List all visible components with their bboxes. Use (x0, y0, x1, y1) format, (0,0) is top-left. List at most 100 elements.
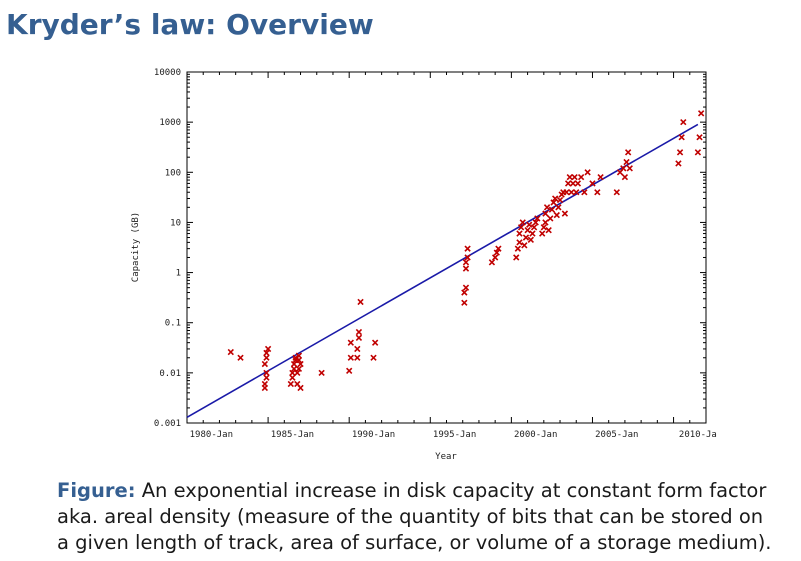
data-point (513, 254, 520, 261)
y-tick-label: 0.001 (154, 419, 181, 429)
data-point-stroke (569, 180, 577, 187)
x-tick-label: 1980-Jan (190, 430, 233, 440)
data-point-stroke (355, 328, 363, 336)
data-point-stroke (532, 219, 539, 226)
data-point-stroke (581, 189, 588, 196)
data-point-stroke (289, 374, 296, 381)
data-point-stroke (597, 173, 604, 181)
data-point-stroke (318, 369, 325, 377)
data-point (263, 369, 270, 377)
data-point (577, 173, 585, 181)
data-point (551, 195, 559, 202)
data-point (493, 249, 500, 256)
y-tick-label: 0.01 (159, 369, 181, 379)
data-point (539, 230, 546, 237)
data-point-stroke (556, 196, 564, 204)
data-point-stroke (563, 189, 570, 196)
data-point-stroke (542, 210, 549, 217)
x-tick-label: 2005-Jan (595, 430, 638, 440)
data-point (354, 345, 361, 353)
data-point (556, 196, 564, 204)
data-point (263, 354, 270, 361)
data-point-stroke (543, 204, 551, 211)
data-point-stroke (514, 245, 522, 252)
data-point-stroke (227, 348, 234, 356)
data-point-stroke (370, 354, 377, 361)
data-point-stroke (237, 354, 244, 361)
data-point-stroke (550, 199, 557, 206)
data-point-stroke (462, 265, 470, 272)
data-point-stroke (263, 369, 270, 377)
data-point (464, 245, 471, 252)
data-point-stroke (542, 219, 549, 226)
data-point-stroke (696, 134, 703, 141)
data-point (675, 160, 682, 167)
data-point-stroke (529, 230, 536, 237)
data-point (488, 259, 496, 266)
data-point-stroke (527, 236, 535, 243)
data-point-stroke (547, 215, 554, 222)
data-point (287, 380, 294, 388)
data-point-stroke (676, 149, 684, 156)
data-point (555, 204, 562, 211)
data-point (581, 189, 588, 196)
data-point (357, 298, 364, 306)
data-point (516, 239, 523, 246)
figure-caption: Figure: An exponential increase in disk … (57, 478, 797, 556)
data-point (568, 189, 575, 196)
data-point (553, 211, 560, 219)
data-point-stroke (461, 289, 468, 296)
data-point-stroke (462, 259, 470, 266)
data-point-stroke (577, 173, 585, 181)
data-point (462, 259, 470, 266)
data-point (694, 149, 702, 156)
data-point-stroke (624, 149, 632, 156)
data-point (495, 245, 502, 252)
data-point (263, 349, 270, 357)
data-point (623, 158, 630, 166)
data-point-stroke (561, 210, 569, 217)
data-point-stroke (564, 180, 572, 187)
y-tick-label: 10000 (154, 68, 181, 78)
y-tick-label: 0.1 (165, 319, 181, 329)
data-point (295, 352, 303, 359)
data-point-stroke (464, 254, 471, 261)
data-point-stroke (263, 374, 270, 381)
data-point (347, 339, 354, 346)
data-point-stroke (513, 254, 520, 261)
caption-text-1: An exponential increase in disk capacity… (141, 479, 767, 502)
data-point-stroke (680, 118, 687, 126)
data-point-stroke (290, 360, 298, 368)
data-point (574, 180, 582, 187)
data-point (370, 354, 377, 361)
data-point-stroke (540, 224, 547, 231)
y-tick-label: 1 (176, 269, 181, 279)
caption-label: Figure: (57, 479, 136, 502)
x-tick-label: 1990-Jan (352, 430, 395, 440)
data-point (626, 165, 633, 172)
data-point (462, 265, 470, 272)
data-point-stroke (290, 365, 298, 373)
data-point-stroke (584, 169, 591, 176)
data-point-stroke (626, 165, 633, 172)
data-point-stroke (517, 224, 525, 231)
data-point-stroke (526, 221, 533, 228)
data-point (573, 189, 580, 196)
data-point-stroke (694, 149, 702, 156)
data-point (696, 134, 703, 141)
data-point (624, 149, 632, 156)
data-point (548, 206, 556, 213)
data-point-stroke (354, 354, 361, 361)
data-point-stroke (613, 189, 620, 196)
y-tick-label: 10 (170, 218, 181, 228)
y-tick-label: 100 (165, 168, 181, 178)
data-point (542, 219, 549, 226)
data-point (678, 134, 685, 141)
data-point-stroke (488, 259, 496, 266)
data-point (516, 230, 523, 237)
data-point-stroke (623, 158, 630, 166)
data-point-stroke (568, 189, 575, 196)
y-tick-label: 1000 (159, 118, 181, 128)
data-point (354, 354, 361, 361)
data-point-stroke (571, 173, 578, 181)
